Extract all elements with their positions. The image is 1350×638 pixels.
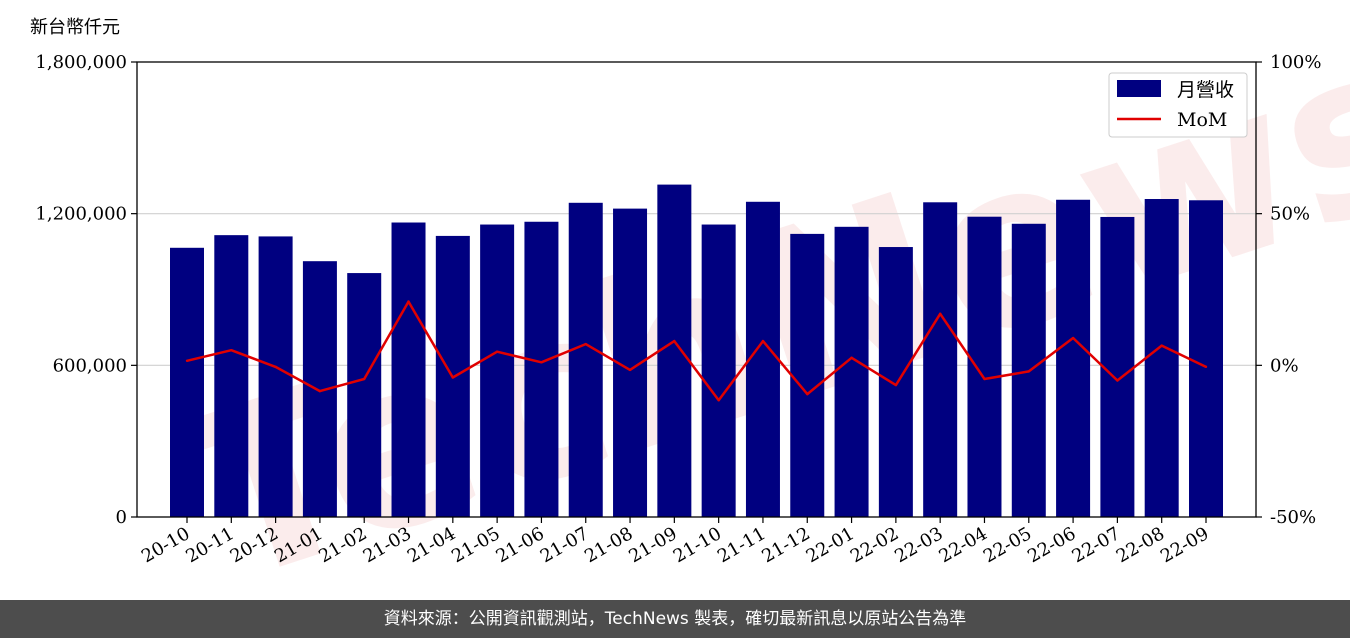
mom-point-20-12 [274, 365, 277, 369]
x-tick-label: 22-02 [847, 523, 902, 567]
right-tick-label: 50% [1270, 204, 1310, 225]
mom-point-21-02 [363, 377, 366, 381]
x-tick-label: 22-06 [1024, 523, 1079, 567]
mom-point-21-11 [761, 339, 765, 343]
mom-point-21-06 [540, 361, 543, 364]
mom-point-20-11 [230, 348, 233, 352]
mom-point-20-10 [185, 359, 189, 362]
bar-21-09 [657, 184, 692, 517]
mom-point-21-01 [318, 389, 322, 393]
bar-22-04 [967, 216, 1002, 517]
x-tick-label: 21-09 [625, 523, 680, 567]
x-tick-label: 21-08 [581, 523, 636, 567]
bar-22-02 [878, 247, 913, 518]
right-tick-label: 0% [1270, 355, 1299, 376]
right-tick-label: 100% [1270, 52, 1321, 73]
mom-point-21-04 [451, 376, 455, 379]
bar-21-07 [568, 202, 603, 517]
x-tick-label: 21-10 [670, 523, 725, 567]
bar-20-12 [258, 236, 293, 517]
mom-point-22-01 [850, 356, 853, 359]
bar-21-03 [391, 222, 426, 517]
left-tick-label: 1,200,000 [35, 204, 127, 225]
x-tick-label: 22-03 [891, 523, 946, 567]
legend-label-mom: MoM [1177, 109, 1227, 131]
mom-line [186, 300, 1207, 402]
bar-20-10 [170, 247, 204, 517]
y-axis-right: -50% 0% 50% 100% [1256, 52, 1321, 528]
bar-22-07 [1100, 216, 1135, 518]
mom-point-22-09 [1204, 365, 1208, 369]
bar-22-09 [1189, 200, 1223, 517]
unit-label: 新台幣仟元 [30, 17, 120, 38]
legend: 月營收 MoM [1108, 72, 1248, 138]
mom-point-21-08 [628, 368, 632, 372]
left-tick-label: 1,800,000 [35, 52, 127, 73]
bar-20-11 [214, 235, 249, 517]
x-tick-label: 22-04 [936, 523, 991, 567]
bar-21-06 [524, 221, 559, 517]
x-tick-label: 22-08 [1113, 523, 1168, 567]
x-tick-label: 22-01 [803, 523, 858, 567]
right-tick-label: -50% [1270, 507, 1316, 528]
bar-22-06 [1056, 199, 1091, 517]
x-tick-label: 21-12 [758, 523, 813, 567]
left-tick-label: 0 [116, 507, 127, 528]
x-tick-label: 22-07 [1068, 523, 1123, 567]
mom-point-22-02 [894, 383, 898, 387]
legend-label-revenue: 月營收 [1177, 79, 1234, 101]
mom-point-21-03 [407, 300, 410, 303]
mom-point-22-03 [938, 312, 942, 315]
mom-point-21-05 [495, 350, 499, 353]
y-axis-left: 0 600,000 1,200,000 1,800,000 [35, 52, 137, 528]
x-tick-label: 22-05 [980, 523, 1035, 567]
plot-frame [136, 61, 1257, 518]
bar-21-12 [790, 233, 825, 517]
mom-point-21-07 [584, 342, 587, 346]
mom-point-22-08 [1160, 344, 1163, 347]
bar-21-11 [745, 201, 780, 517]
mom-point-22-05 [1027, 370, 1030, 373]
bars [170, 184, 1223, 518]
mom-point-22-07 [1116, 379, 1119, 382]
legend-swatch-bar [1117, 80, 1161, 97]
mom-point-21-10 [717, 399, 720, 402]
mom-point-22-04 [983, 377, 986, 381]
bar-22-03 [923, 202, 958, 517]
x-tick-label: 21-11 [714, 523, 769, 567]
x-tick-label: 22-09 [1157, 523, 1212, 567]
mom-point-21-09 [673, 339, 676, 343]
mom-line-group [185, 300, 1208, 402]
bar-21-05 [480, 224, 515, 517]
bar-22-08 [1144, 199, 1179, 517]
x-tick-label: 20-10 [138, 523, 193, 567]
source-footer: 資料來源：公開資訊觀測站，TechNews 製表，確切最新訊息以原站公告為準 [0, 600, 1350, 638]
chart: TechNews 新台幣仟元 0600,0001,200,0001,800,00… [30, 0, 1350, 600]
bar-22-01 [834, 226, 869, 518]
left-tick-label: 600,000 [53, 355, 127, 376]
mom-point-22-06 [1071, 336, 1075, 340]
bar-21-02 [347, 273, 382, 517]
mom-point-21-12 [806, 392, 809, 396]
bar-21-10 [701, 224, 736, 517]
